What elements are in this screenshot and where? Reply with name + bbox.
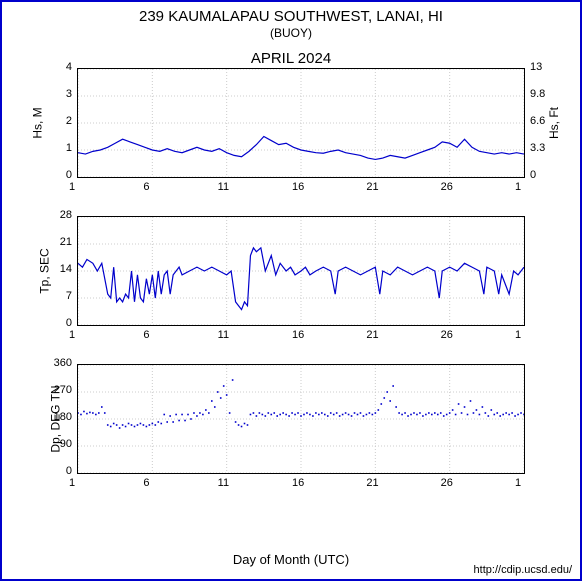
hs-ylabel-right: Hs, Ft <box>547 107 561 139</box>
dp-chart: Dp, DEG TN 09018027036016111621261 <box>77 364 525 474</box>
station-subtitle: (BUOY) <box>2 26 580 40</box>
station-title: 239 KAUMALAPAU SOUTHWEST, LANAI, HI <box>2 8 580 25</box>
dp-plot <box>77 364 525 474</box>
hs-plot <box>77 68 525 178</box>
hs-chart: Hs, M Hs, Ft 0123403.36.69.8131611162126… <box>77 68 525 178</box>
tp-ylabel: Tp, SEC <box>38 248 52 293</box>
month-title: APRIL 2024 <box>2 50 580 67</box>
credit-url: http://cdip.ucsd.edu/ <box>474 564 572 576</box>
chart-frame: 239 KAUMALAPAU SOUTHWEST, LANAI, HI (BUO… <box>0 0 582 581</box>
hs-ylabel: Hs, M <box>31 107 45 138</box>
charts-container: Hs, M Hs, Ft 0123403.36.69.8131611162126… <box>2 68 580 512</box>
tp-chart: Tp, SEC 0714212816111621261 <box>77 216 525 326</box>
tp-plot <box>77 216 525 326</box>
